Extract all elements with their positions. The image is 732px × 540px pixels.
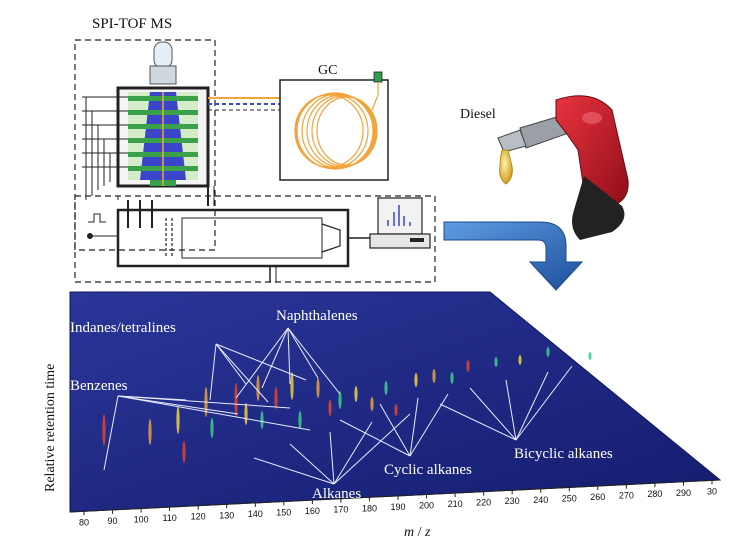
- peak-streak: [102, 414, 106, 446]
- x-tick-label: 130: [219, 510, 234, 520]
- peak-streak: [316, 378, 320, 398]
- fuel-nozzle-icon: Diesel: [460, 95, 629, 240]
- peak-streak: [432, 369, 436, 383]
- peak-streak: [244, 403, 248, 425]
- x-tick-label: 180: [362, 503, 377, 513]
- peak-streak: [182, 441, 186, 463]
- peak-streak: [394, 404, 398, 416]
- x-axis-tick-labels: 80 90 100 110 120 130 140 150 160 170 180 190 200 210…: [79, 486, 717, 527]
- x-tick-label: 170: [333, 505, 348, 515]
- x-tick-label: 30: [707, 486, 717, 496]
- diesel-drop-icon: [499, 149, 513, 185]
- annotation-alkanes: Alkanes: [312, 486, 361, 502]
- transfer-line: [208, 97, 280, 111]
- gc-column-coil: [294, 92, 378, 170]
- instrument-schematic: SPI-TOF MS: [74, 16, 436, 283]
- peak-streak: [354, 386, 358, 402]
- x-tick-label: 140: [248, 509, 263, 519]
- x-tick-label: 120: [191, 512, 206, 522]
- x-tick-label: 110: [162, 513, 176, 523]
- gc-label: GC: [318, 63, 337, 78]
- x-tick-label: 90: [108, 516, 118, 526]
- peak-streak: [588, 352, 592, 360]
- x-axis-label-m: m: [404, 525, 414, 540]
- instrument-title: SPI-TOF MS: [92, 16, 172, 32]
- peak-streak: [148, 419, 152, 445]
- ionization-chamber: [116, 86, 210, 188]
- uv-lamp-icon: [149, 41, 177, 85]
- peak-streak: [546, 347, 550, 357]
- x-tick-label: 280: [647, 489, 662, 499]
- peak-streak: [274, 387, 278, 409]
- annotation-bicyclic-alkanes: Bicyclic alkanes: [514, 446, 613, 462]
- x-axis-label: m / z: [404, 525, 431, 540]
- x-tick-label: 200: [419, 500, 434, 510]
- peak-streak: [290, 372, 294, 400]
- x-axis-label-z: z: [424, 525, 431, 540]
- x-tick-label: 290: [676, 488, 691, 498]
- peak-streak: [176, 406, 180, 434]
- x-axis-label-sep: /: [414, 525, 425, 540]
- x-tick-label: 260: [590, 492, 605, 502]
- peak-streak: [494, 357, 498, 367]
- gc-ms-plot: 80 90 100 110 120 130 140 150 160 170 180 190 200 210…: [43, 291, 722, 540]
- x-tick-label: 100: [134, 514, 149, 524]
- peak-streak: [370, 397, 374, 411]
- peak-streak: [450, 372, 454, 384]
- gc-oven: GC: [279, 63, 389, 181]
- annotation-cyclic-alkanes: Cyclic alkanes: [384, 462, 472, 478]
- computer-icon: [369, 197, 431, 249]
- peak-streak: [338, 391, 342, 409]
- peak-streak: [518, 355, 522, 365]
- annotation-indanes: Indanes/tetralines: [70, 320, 176, 336]
- x-axis: [69, 479, 721, 513]
- peak-streak: [234, 383, 238, 417]
- electrode-leads: [82, 96, 128, 200]
- flow-arrow-icon: [443, 221, 584, 291]
- peak-streak: [210, 418, 214, 438]
- peak-streak: [328, 400, 332, 416]
- peak-streak: [414, 373, 418, 387]
- x-tick-label: 250: [562, 493, 577, 503]
- peak-streak: [298, 411, 302, 429]
- tof-analyzer: [87, 186, 372, 282]
- x-axis-ticks: [83, 480, 713, 516]
- peak-streak: [256, 375, 260, 401]
- y-axis-label: Relative retention time: [43, 364, 58, 492]
- tof-dashed-box: [74, 195, 436, 283]
- x-tick-label: 220: [476, 498, 491, 508]
- annotation-leaders: [103, 327, 573, 485]
- annotation-benzenes: Benzenes: [70, 378, 128, 394]
- peak-streak: [260, 411, 264, 429]
- spi-dashed-box: [74, 39, 216, 251]
- peak-streak: [466, 360, 470, 372]
- fuel-label: Diesel: [460, 107, 496, 122]
- x-tick-label: 160: [305, 506, 320, 516]
- x-tick-label: 80: [79, 517, 89, 527]
- x-tick-label: 190: [390, 502, 405, 512]
- x-tick-label: 270: [619, 491, 634, 501]
- x-tick-label: 230: [505, 496, 520, 506]
- x-tick-label: 210: [448, 499, 463, 509]
- x-tick-label: 150: [276, 507, 291, 517]
- annotation-naphthalenes: Naphthalenes: [276, 308, 358, 324]
- gc-injector-icon: [373, 71, 383, 83]
- peak-streak: [384, 381, 388, 395]
- x-tick-label: 240: [533, 495, 548, 505]
